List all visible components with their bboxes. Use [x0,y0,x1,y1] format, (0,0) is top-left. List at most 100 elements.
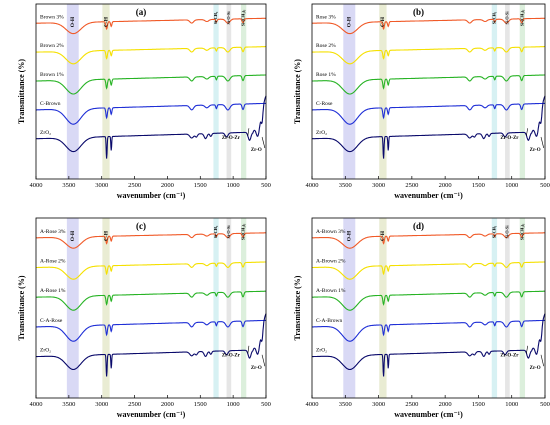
series-line-3 [36,290,266,311]
chart-panel-4: A-Brown 3% A-Brown 2% A-Brown 1% C-A-Brown Z… [293,217,550,419]
x-tick-label-1: 4000 [30,182,43,189]
annotation-arrow-2 [540,136,544,149]
band-label-3: Si-CH₃ [213,11,218,24]
series-line-2 [312,261,545,280]
panel-label: (c) [136,221,146,231]
series-label-3: A-Rose 1% [40,288,66,294]
x-tick-label-6: 1500 [472,182,485,189]
x-tick-label-1: 4000 [306,182,319,189]
band-2 [379,4,387,179]
y-axis-title: Transmittance (%) [293,59,302,124]
x-tick-label-4: 2500 [405,401,418,408]
x-tick-label-4: 2500 [405,182,418,189]
x-tick-label-6: 1500 [472,401,485,408]
series-line-2 [36,46,266,65]
band-3 [491,218,498,398]
band-label-4: Si-O-Si [504,11,509,25]
series-line-2 [36,261,266,280]
plot-frame [35,217,267,399]
panel-label: (a) [136,7,147,17]
series-label-4: C-Brown [40,101,61,107]
x-tick-label-7: 1000 [227,182,240,189]
chart-panel-2: Rose 3% Rose 2% Rose 1% C-Rose ZrO₂ O-H C-H Si-… [293,3,550,200]
x-tick-label-2: 3500 [62,401,75,408]
series-line-4 [312,319,545,342]
series-label-1: A-Rose 3% [40,229,66,235]
band-1 [66,4,79,179]
band-label-1: O-H [347,16,353,27]
series-line-3 [312,74,545,95]
annotation-arrow-1 [247,345,250,354]
plot-frame [311,217,546,399]
series-label-5: ZrO₂ [316,130,327,136]
series-line-5 [312,313,546,377]
x-tick-label-2: 3500 [339,182,352,189]
band-label-2: C-H [103,230,109,241]
plot-frame [35,3,267,180]
series-line-4 [312,102,545,125]
series-label-3: Brown 1% [40,72,64,78]
band-5 [241,4,247,179]
band-label-2: C-H [380,230,386,241]
band-3 [213,218,219,398]
series-line-5 [35,95,267,159]
band-label-1: O-H [347,230,353,241]
band-5 [519,4,526,179]
series-line-1 [311,17,545,35]
series-label-4: C-A-Brown [316,318,343,324]
band-3 [213,4,219,179]
series-line-4 [36,102,266,125]
band-2 [102,4,110,179]
x-tick-label-5: 2000 [161,182,174,189]
x-tick-label-2: 3500 [339,401,352,408]
y-axis-title: Transmittance (%) [17,275,26,340]
x-tick-label-3: 3000 [95,401,108,408]
x-tick-label-6: 1500 [194,182,207,189]
annotation-label-2: Zr-O [530,366,541,371]
x-tick-label-2: 3500 [62,182,75,189]
x-tick-label-7: 1000 [505,401,518,408]
band-label-5: Si-(CH₃)₃ [519,223,524,240]
band-label-4: Si-O-Si [226,225,231,239]
chart-panel-1: Brown 3% Brown 2% Brown 1% C-Brown ZrO₂ O-H C-… [17,3,271,200]
series-label-2: Rose 2% [316,43,336,49]
panel-label: (d) [413,221,424,231]
annotation-arrow-2 [261,136,266,149]
x-tick-label-3: 3000 [372,401,385,408]
band-1 [66,218,79,398]
band-5 [519,218,526,398]
x-axis-title: wavenumber (cm⁻¹) [394,410,463,419]
annotation-arrow-1 [526,128,528,136]
series-label-1: Brown 3% [40,14,64,20]
series-line-1 [35,17,266,35]
band-label-2: C-H [380,16,386,27]
series-label-5: ZrO₂ [40,130,51,136]
band-2 [379,218,387,398]
annotation-arrow-2 [540,354,544,367]
x-axis-title: wavenumber (cm⁻¹) [117,410,186,419]
band-label-5: Si-(CH₃)₃ [519,9,524,26]
series-line-1 [36,232,266,249]
series-label-1: A-Brown 3% [316,229,346,235]
series-label-2: Brown 2% [40,43,64,49]
annotation-label-1: Zr-O-Zr [222,354,241,359]
series-label-3: A-Brown 1% [316,288,346,294]
x-tick-label-7: 1000 [227,401,240,408]
band-4 [226,4,232,179]
y-axis-title: Transmittance (%) [17,59,26,124]
x-tick-label-8: 500 [540,182,550,189]
band-4 [226,218,232,398]
band-1 [343,4,356,179]
annotation-arrow-1 [526,345,528,354]
series-line-5 [311,95,546,159]
x-tick-label-3: 3000 [95,182,108,189]
x-tick-label-4: 2500 [128,401,141,408]
panel-label: (b) [413,7,424,17]
y-axis-title: Transmittance (%) [293,275,302,340]
series-label-5: ZrO₂ [40,348,51,354]
band-3 [491,4,498,179]
band-label-3: Si-CH₃ [491,11,496,24]
band-label-4: Si-O-Si [504,225,509,239]
x-tick-label-8: 500 [540,401,550,408]
band-label-4: Si-O-Si [226,11,231,25]
